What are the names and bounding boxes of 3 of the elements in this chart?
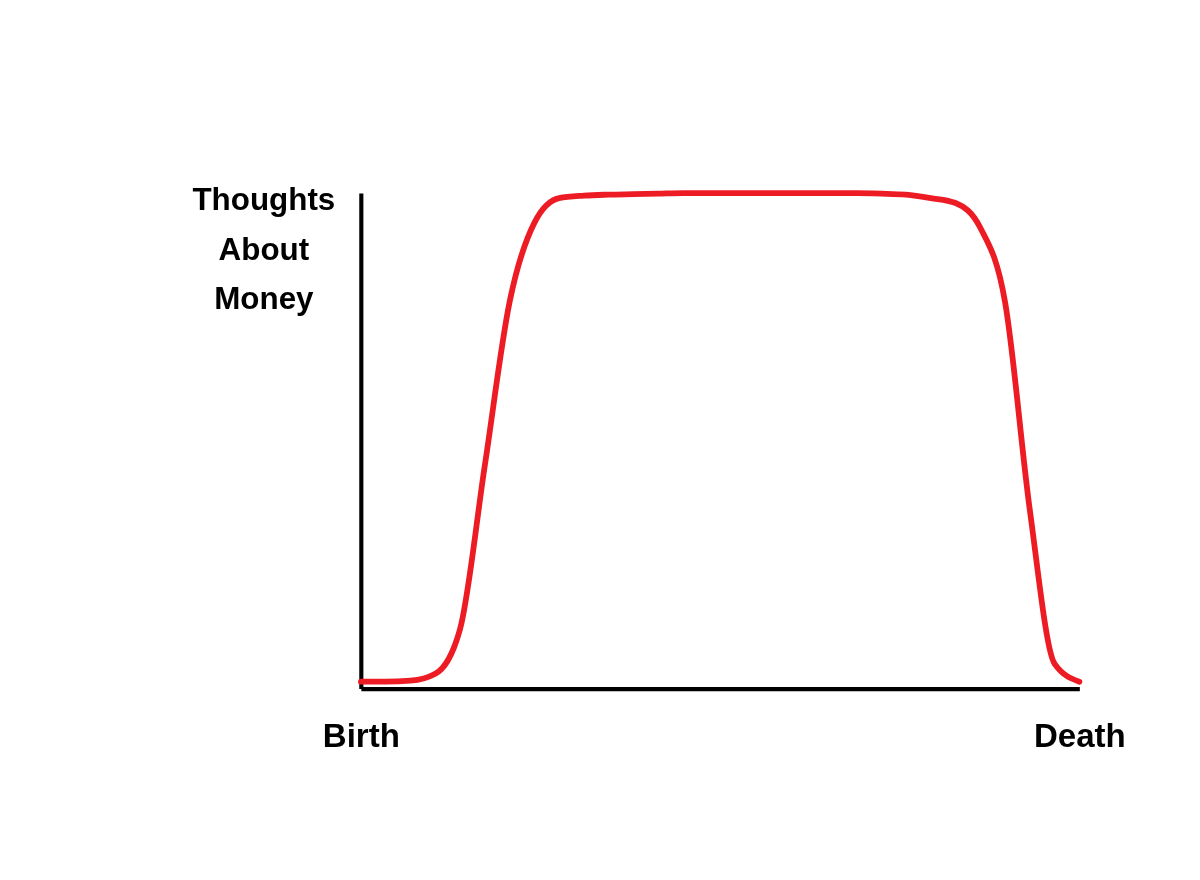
- y-axis-title: Thoughts About Money: [192, 182, 336, 317]
- x-tick-label: Death: [1033, 716, 1126, 754]
- x-tick-label: Birth: [322, 716, 400, 754]
